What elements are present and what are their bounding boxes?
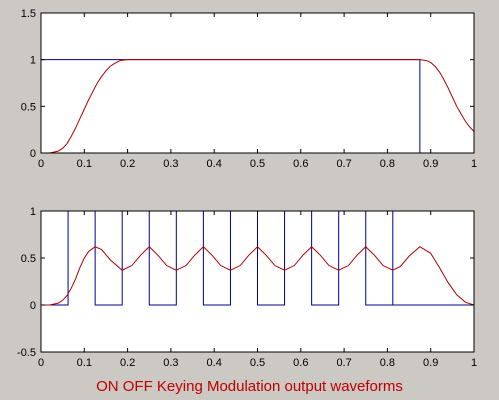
x-tick-label: 0.2 [120,357,135,369]
y-tick-label: 0.5 [21,253,36,265]
axes-1: 0 0.1 0.2 0.3 0.4 0.5 0.6 0.7 0.8 0.9 1 0 0.5 1 1.5 [21,8,477,170]
x-tick-label: 0.5 [250,158,265,170]
y-tick-label: 1 [30,55,36,67]
x-tick-label: 0 [38,158,44,170]
axes-2: 0 0.1 0.2 0.3 0.4 0.5 0.6 0.7 0.8 0.9 1-0.500.51 [17,206,477,369]
plot-area [40,12,475,154]
x-tick-label: 0.3 [163,158,178,170]
x-tick-label: 1 [471,158,477,170]
series-line-2 [41,59,474,153]
x-tick-label: 0.5 [250,357,265,369]
x-tick-label: 0.8 [380,158,395,170]
x-tick-label: 0 [38,357,44,369]
y-tick-label: 0 [30,300,36,312]
x-tick-label: 0.4 [207,158,222,170]
x-tick-label: 0.9 [423,158,438,170]
axes-frame [40,12,475,154]
figure-caption: ON OFF Keying Modulation output waveform… [96,378,403,395]
y-tick-label: 0 [30,148,36,160]
x-tick-label: 1 [471,357,477,369]
y-tick-label: 0.5 [21,101,36,113]
x-tick-label: 0.6 [293,158,308,170]
x-tick-label: 0.8 [380,357,395,369]
x-tick-label: 0.1 [77,158,92,170]
y-tick-label: 1 [30,206,36,218]
x-tick-label: 0.7 [336,158,351,170]
x-tick-label: 0.2 [120,158,135,170]
y-tick-label: 1.5 [21,8,36,20]
x-tick-label: 0.4 [207,357,222,369]
series-line-1 [41,211,474,306]
y-tick-label: -0.5 [17,347,36,359]
x-tick-label: 0.7 [336,357,351,369]
x-tick-label: 0.1 [77,357,92,369]
x-tick-label: 0.3 [163,357,178,369]
axes-frame [40,210,475,353]
x-tick-label: 0.6 [293,357,308,369]
series-line-2 [41,246,474,306]
x-tick-label: 0.9 [423,357,438,369]
